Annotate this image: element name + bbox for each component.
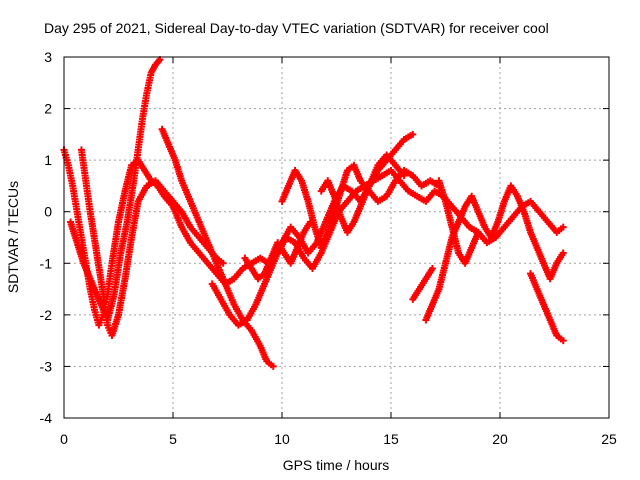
y-tick-label: 0 <box>44 204 52 220</box>
y-tick-label: 1 <box>44 152 52 168</box>
x-tick-label: 15 <box>383 431 399 447</box>
y-tick-label: -3 <box>40 358 53 374</box>
grid-lines <box>64 57 609 418</box>
data-point <box>559 337 567 345</box>
series-track-6 <box>278 161 443 252</box>
series-track-10 <box>435 177 482 267</box>
data-points <box>60 56 567 370</box>
series-track-11 <box>317 151 408 236</box>
x-tick-label: 25 <box>601 431 617 447</box>
series-track-12 <box>241 218 314 283</box>
y-tick-labels: 3 2 1 0 -1 -2 -3 -4 <box>40 49 53 426</box>
data-point <box>559 223 567 231</box>
y-tick-label: -2 <box>40 307 53 323</box>
chart-title: Day 295 of 2021, Sidereal Day-to-day VTE… <box>44 20 549 36</box>
y-tick-label: -1 <box>40 255 53 271</box>
y-tick-label: -4 <box>40 410 53 426</box>
data-point <box>219 259 227 267</box>
plot-frame <box>63 56 610 419</box>
series-track-3 <box>158 125 277 370</box>
data-point <box>474 228 482 236</box>
series-track-8 <box>527 270 567 345</box>
y-axis-label: SDTVAR / TECUs <box>5 181 21 293</box>
data-point <box>400 172 408 180</box>
series-track-4 <box>77 146 227 339</box>
data-point <box>559 249 567 257</box>
data-point <box>409 130 417 138</box>
x-tick-label: 10 <box>274 431 290 447</box>
y-tick-label: 3 <box>44 49 52 65</box>
y-tick-label: 2 <box>44 101 52 117</box>
data-point <box>428 264 436 272</box>
series-track-9 <box>409 264 436 303</box>
x-tick-label: 20 <box>492 431 508 447</box>
data-point <box>269 362 277 370</box>
x-tick-label: 5 <box>169 431 177 447</box>
x-axis-label: GPS time / hours <box>283 457 390 473</box>
x-tick-label: 0 <box>60 431 68 447</box>
x-tick-labels: 0 5 10 15 20 25 <box>60 431 617 447</box>
data-point <box>306 218 314 226</box>
series-track-2 <box>67 56 164 324</box>
